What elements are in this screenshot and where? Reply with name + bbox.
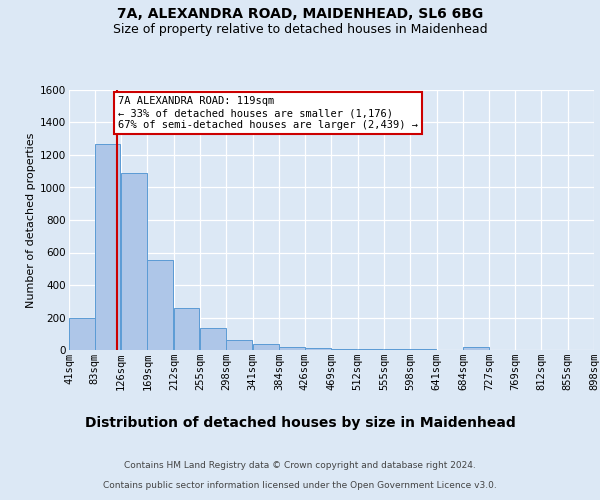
Bar bbox=[331, 349, 357, 350]
Bar bbox=[200, 328, 226, 350]
Text: Size of property relative to detached houses in Maidenhead: Size of property relative to detached ho… bbox=[113, 22, 487, 36]
Text: Distribution of detached houses by size in Maidenhead: Distribution of detached houses by size … bbox=[85, 416, 515, 430]
Bar bbox=[174, 308, 199, 350]
Bar bbox=[121, 173, 147, 350]
Bar bbox=[358, 349, 383, 350]
Text: 7A ALEXANDRA ROAD: 119sqm
← 33% of detached houses are smaller (1,176)
67% of se: 7A ALEXANDRA ROAD: 119sqm ← 33% of detac… bbox=[118, 96, 418, 130]
Bar bbox=[305, 348, 331, 350]
Y-axis label: Number of detached properties: Number of detached properties bbox=[26, 132, 36, 308]
Bar bbox=[95, 144, 121, 350]
Bar bbox=[384, 349, 410, 350]
Bar bbox=[226, 340, 252, 350]
Text: 7A, ALEXANDRA ROAD, MAIDENHEAD, SL6 6BG: 7A, ALEXANDRA ROAD, MAIDENHEAD, SL6 6BG bbox=[117, 8, 483, 22]
Bar bbox=[253, 344, 278, 350]
Bar bbox=[279, 347, 305, 350]
Bar bbox=[463, 347, 488, 350]
Text: Contains public sector information licensed under the Open Government Licence v3: Contains public sector information licen… bbox=[103, 480, 497, 490]
Bar bbox=[69, 318, 95, 350]
Bar bbox=[410, 349, 436, 350]
Text: Contains HM Land Registry data © Crown copyright and database right 2024.: Contains HM Land Registry data © Crown c… bbox=[124, 460, 476, 469]
Bar bbox=[148, 260, 173, 350]
